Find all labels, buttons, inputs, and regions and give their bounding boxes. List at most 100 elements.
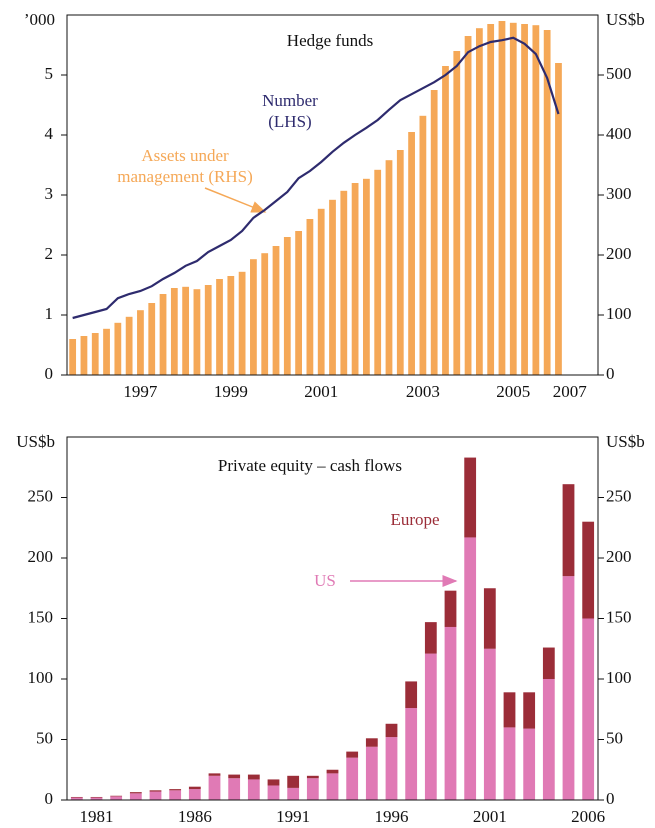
bar [250, 259, 257, 375]
bar-segment [365, 738, 378, 747]
bar [385, 160, 393, 375]
x-tick-label: 2001 [304, 382, 338, 401]
y-tick-label: 2 [45, 244, 54, 263]
bar [555, 63, 562, 375]
y-tick-label: 4 [45, 124, 54, 143]
x-tick-label: 2003 [406, 382, 440, 401]
bar-segment [247, 779, 260, 800]
bar-segment [385, 723, 398, 738]
bar-segment [267, 785, 280, 800]
bar-segment [90, 797, 103, 800]
bar [453, 51, 461, 375]
y2-tick-label: 150 [606, 607, 632, 626]
bar-segment [444, 590, 457, 627]
bar-segment [464, 457, 477, 538]
bar [148, 303, 156, 375]
bar-segment [267, 779, 280, 786]
y-tick-label: 1 [45, 304, 54, 323]
x-tick-label: 1996 [375, 807, 409, 826]
plot-frame [66, 14, 599, 376]
y-tick-label: 200 [28, 547, 54, 566]
bar-segment [208, 775, 221, 800]
bar [475, 28, 483, 375]
bar-segment [523, 728, 536, 800]
bar-segment [70, 797, 83, 800]
y2-axis-unit: US$b [606, 10, 645, 29]
x-tick-label: 2001 [473, 807, 507, 826]
y-tick-label: 0 [45, 364, 54, 383]
bar [442, 66, 449, 375]
bar-segment [110, 796, 123, 800]
y-tick-label: 0 [45, 789, 54, 808]
x-tick-label: 1986 [178, 807, 212, 826]
y-tick-label: 3 [45, 184, 54, 203]
bar-segment [542, 679, 555, 800]
bar-segment [70, 796, 83, 798]
y2-tick-label: 250 [606, 486, 632, 505]
bar [159, 294, 167, 375]
bar [498, 21, 506, 375]
x-tick-label: 2006 [571, 807, 605, 826]
y-tick-label: 50 [36, 728, 53, 747]
annotation-arrow [204, 187, 267, 213]
bar [170, 288, 178, 375]
bar [227, 276, 235, 375]
us-label: US [314, 571, 336, 590]
bar-segment [562, 484, 575, 577]
y2-tick-label: 100 [606, 304, 632, 323]
bar [137, 310, 144, 375]
bar [69, 339, 77, 375]
y-axis-unit: ’000 [24, 10, 55, 29]
bar-segment [405, 681, 418, 709]
bar-segment [228, 778, 241, 800]
bar-segment [149, 790, 162, 792]
line-label: Number (LHS) [262, 91, 318, 131]
bar [283, 237, 291, 375]
bar-segment [129, 793, 142, 800]
bar-segment [444, 626, 457, 800]
bar [295, 231, 302, 375]
bar [114, 322, 122, 375]
y2-tick-label: 0 [606, 789, 615, 808]
bar-segment [129, 792, 142, 794]
bar-segment [169, 790, 182, 800]
bar [363, 178, 370, 375]
bar [125, 316, 133, 375]
y-tick-label: 150 [28, 607, 54, 626]
bar-segment [228, 774, 241, 779]
x-tick-label: 1981 [80, 807, 114, 826]
bar [216, 279, 223, 375]
bar-segment [326, 773, 339, 800]
plot-frame [66, 436, 599, 801]
bar [419, 115, 427, 376]
bar [204, 285, 212, 375]
bar [80, 336, 88, 375]
bar [543, 30, 551, 375]
bar [351, 183, 359, 375]
bar-segment [562, 576, 575, 800]
bar-segment [188, 789, 201, 800]
x-tick-label: 2007 [553, 382, 588, 401]
bar-segment [464, 537, 477, 800]
bar-segment [385, 737, 398, 800]
bar [396, 150, 404, 375]
bar-segment [169, 789, 182, 791]
bar-segment [503, 727, 516, 800]
bar-segment [149, 791, 162, 800]
bar [340, 190, 348, 375]
y2-tick-label: 50 [606, 728, 623, 747]
bar [464, 36, 472, 375]
bar [317, 208, 325, 375]
bar-segment [346, 757, 359, 800]
bar-segment [424, 622, 437, 654]
bar-segment [483, 648, 496, 800]
bar [306, 219, 314, 375]
bar [193, 289, 201, 375]
bar [261, 253, 269, 375]
bar-segment [110, 795, 123, 797]
bar [430, 90, 438, 375]
x-tick-label: 1999 [214, 382, 248, 401]
x-tick-label: 1997 [123, 382, 158, 401]
bar [182, 286, 190, 375]
